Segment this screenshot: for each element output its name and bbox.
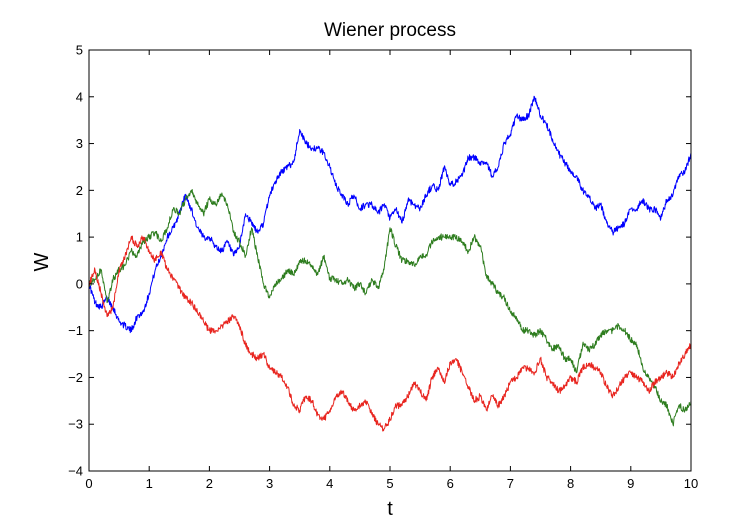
- y-tick-label: 3: [76, 136, 83, 151]
- x-tick-label: 6: [447, 476, 454, 491]
- y-axis-label: W: [31, 252, 53, 271]
- x-tick-label: 1: [146, 476, 153, 491]
- plot-frame: [88, 49, 692, 472]
- y-tick-label: −2: [68, 370, 83, 385]
- y-tick-label: 2: [76, 183, 83, 198]
- x-tick-label: 8: [567, 476, 574, 491]
- y-tick-label: −3: [68, 417, 83, 432]
- series-layer: [88, 95, 692, 432]
- x-tick-label: 10: [684, 476, 698, 491]
- x-tick-label: 0: [85, 476, 92, 491]
- series-line-1: [88, 95, 692, 334]
- y-tick-label: 1: [76, 230, 83, 245]
- chart-title: Wiener process: [324, 20, 456, 41]
- y-tick-label: −1: [68, 323, 83, 338]
- x-axis-label: t: [387, 498, 393, 520]
- y-tick-label: 4: [76, 89, 83, 104]
- series-line-3: [88, 235, 692, 432]
- x-tick-label: 7: [507, 476, 514, 491]
- x-tick-label: 5: [386, 476, 393, 491]
- y-tick-label: 5: [76, 43, 83, 58]
- y-tick-label: 0: [76, 276, 83, 291]
- series-line-2: [88, 189, 692, 427]
- x-tick-label: 4: [326, 476, 333, 491]
- x-tick-label: 9: [627, 476, 634, 491]
- y-tick-label: −4: [68, 464, 83, 479]
- x-tick-label: 2: [206, 476, 213, 491]
- x-tick-label: 3: [266, 476, 273, 491]
